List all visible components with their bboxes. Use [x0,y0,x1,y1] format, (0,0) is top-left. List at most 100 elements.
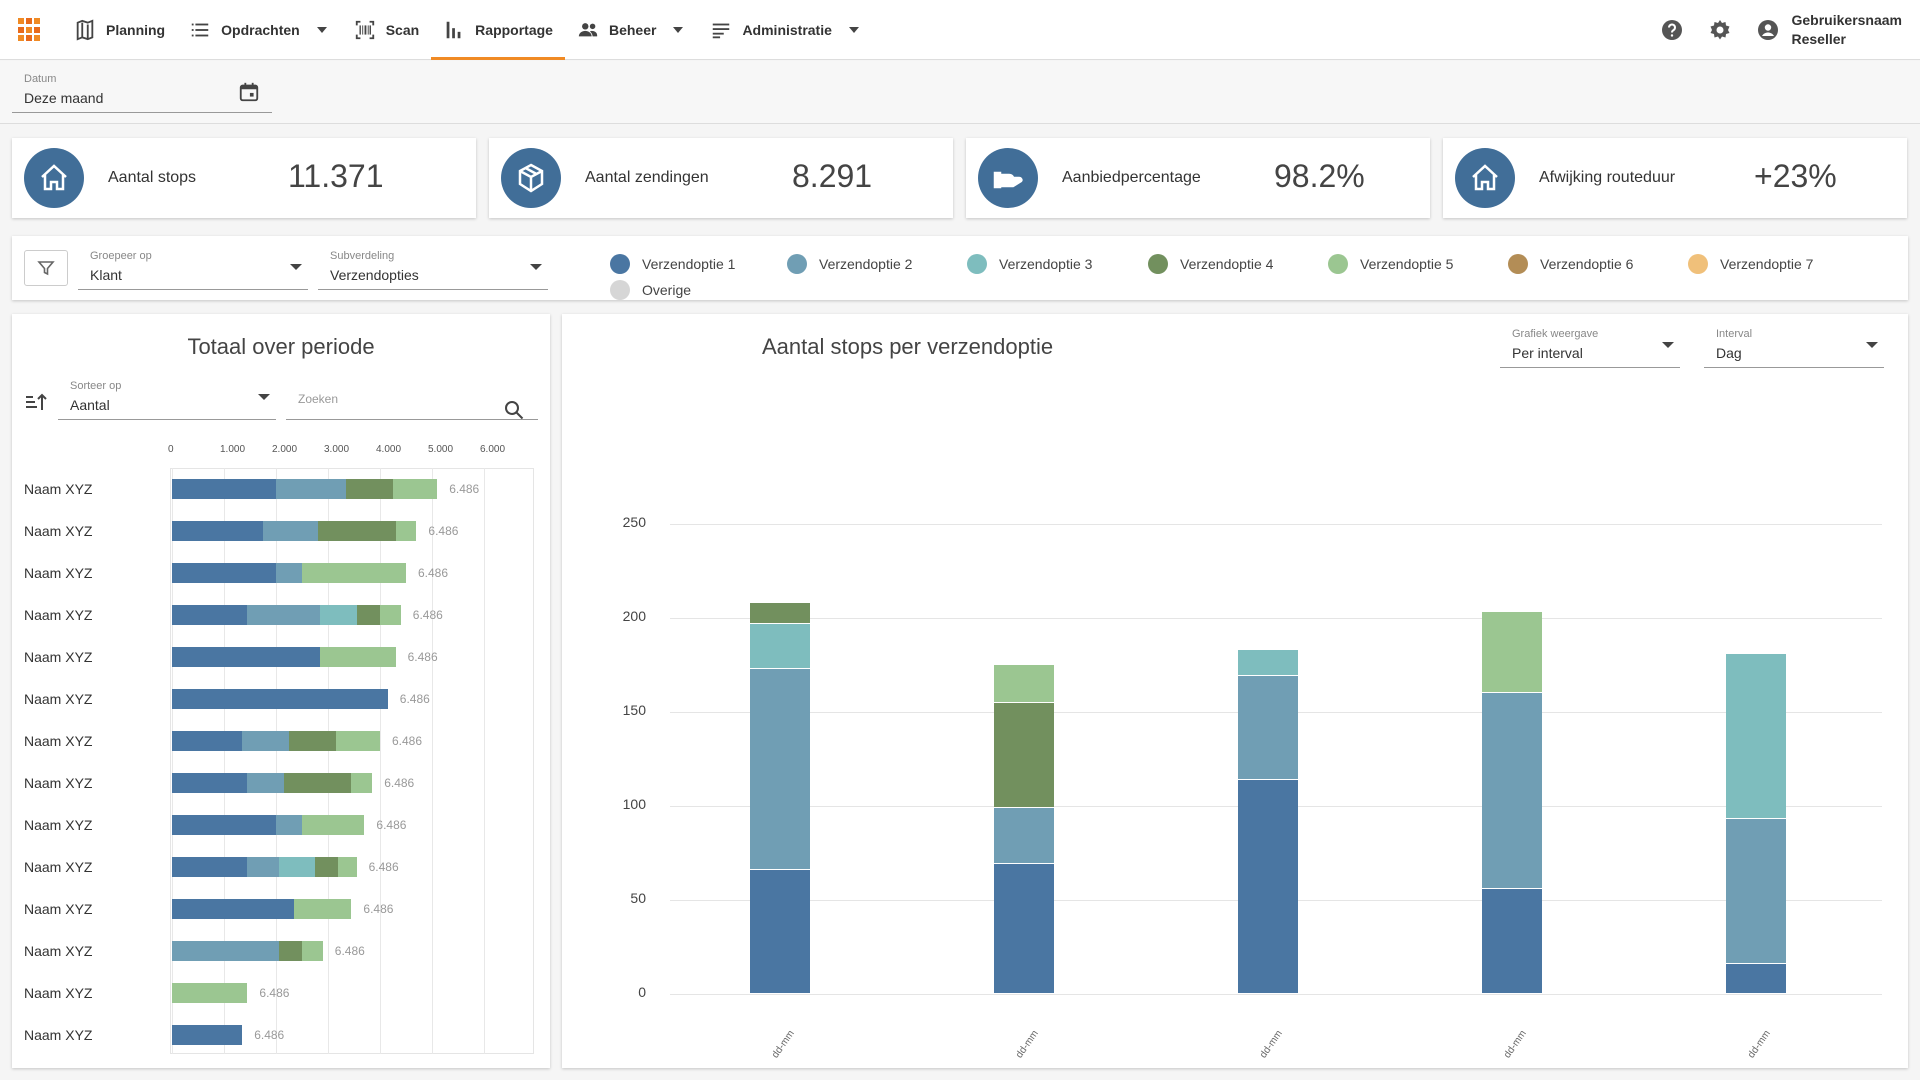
search-icon[interactable] [504,400,524,420]
bar-segment[interactable] [1238,649,1298,676]
bar-segment[interactable] [317,521,396,541]
bar-segment[interactable] [242,731,289,751]
gridline [380,468,381,1054]
account-icon[interactable] [1756,18,1780,42]
bar-segment[interactable] [351,773,373,793]
bar-segment[interactable] [276,815,302,835]
bar-segment[interactable] [278,941,302,961]
bar-segment[interactable] [172,773,248,793]
legend-swatch [610,254,630,274]
legend-item[interactable]: Verzendoptie 3 [967,254,1092,274]
bar-segment[interactable] [1238,779,1298,993]
bar-segment[interactable] [242,941,279,961]
bar-segment[interactable] [994,864,1054,993]
bar-segment[interactable] [276,563,302,583]
kpi-label: Aanbiedpercentage [1062,169,1201,186]
bar-segment[interactable] [1726,653,1786,819]
legend-item[interactable]: Verzendoptie 2 [787,254,912,274]
bar-segment[interactable] [276,479,347,499]
bar-segment[interactable] [172,1025,243,1045]
sort-icon[interactable] [24,390,48,414]
nav-planning[interactable]: Planning [62,0,177,60]
sort-select[interactable]: Sorteer op Aantal [58,380,276,420]
bar-segment[interactable] [172,731,243,751]
bar-segment[interactable] [1238,676,1298,779]
app-logo[interactable] [18,18,42,42]
bar-segment[interactable] [172,605,248,625]
row-label: Naam XYZ [24,691,93,707]
legend-item[interactable]: Verzendoptie 7 [1688,254,1813,274]
bar-segment[interactable] [393,479,438,499]
bar-segment[interactable] [302,941,323,961]
bar-segment[interactable] [247,773,284,793]
legend-item[interactable]: Verzendoptie 4 [1148,254,1273,274]
subdivision-select[interactable]: Subverdeling Verzendopties [318,250,548,290]
chart-view-select[interactable]: Grafiek weergave Per interval [1500,328,1680,368]
date-field[interactable]: Datum Deze maand [12,73,272,113]
bar-segment[interactable] [247,605,321,625]
bar-segment[interactable] [315,857,339,877]
bar-segment[interactable] [356,605,380,625]
bar-segment[interactable] [302,815,365,835]
bar-segment[interactable] [172,815,276,835]
bar-segment[interactable] [172,899,295,919]
top-navigation-bar: Planning Opdrachten Scan Rapportage Behe… [0,0,1920,60]
bar-segment[interactable] [320,605,357,625]
group-by-select[interactable]: Groepeer op Klant [78,250,308,290]
legend-item[interactable]: Verzendoptie 6 [1508,254,1633,274]
house-icon [41,164,67,191]
bar-segment[interactable] [994,702,1054,807]
bar-segment[interactable] [172,521,263,541]
nav-rapportage[interactable]: Rapportage [431,0,565,60]
legend-item[interactable]: Verzendoptie 1 [610,254,735,274]
bar-segment[interactable] [750,602,810,623]
kpi-value: 11.371 [288,158,384,194]
bar-segment[interactable] [320,647,396,667]
bar-segment[interactable] [338,857,357,877]
bar-segment[interactable] [335,731,380,751]
bar-segment[interactable] [247,857,279,877]
bar-segment[interactable] [1482,693,1542,888]
bar-segment[interactable] [172,479,276,499]
interval-select[interactable]: Interval Dag [1704,328,1884,368]
filter-button[interactable] [24,250,68,286]
nav-opdrachten[interactable]: Opdrachten [177,0,342,60]
bar-segment[interactable] [278,857,315,877]
nav-scan[interactable]: Scan [342,0,431,60]
user-info[interactable]: Gebruikersnaam Reseller [1792,11,1903,49]
bar-segment[interactable] [1726,819,1786,963]
chevron-down-icon [316,27,327,33]
bar-segment[interactable] [172,563,276,583]
bar-segment[interactable] [172,941,243,961]
bar-segment[interactable] [263,521,318,541]
bar-segment[interactable] [994,665,1054,702]
bar-segment[interactable] [750,668,810,869]
bar-segment[interactable] [994,807,1054,864]
bar-segment[interactable] [750,623,810,668]
legend-item[interactable]: Overige [610,280,691,300]
bar-segment[interactable] [294,899,352,919]
bar-segment[interactable] [302,563,406,583]
gridline [670,994,1882,995]
bar-segment[interactable] [750,869,810,993]
bar-segment[interactable] [283,773,352,793]
nav-administratie[interactable]: Administratie [698,0,873,60]
bar-segment[interactable] [1726,963,1786,993]
bar-segment[interactable] [395,521,417,541]
bar-value-label: 6.486 [399,692,430,706]
bar-segment[interactable] [1482,888,1542,993]
legend-item[interactable]: Verzendoptie 5 [1328,254,1453,274]
gear-icon[interactable] [1708,18,1732,42]
bar-segment[interactable] [172,647,321,667]
help-icon[interactable] [1660,18,1684,42]
bar-segment[interactable] [380,605,401,625]
nav-beheer[interactable]: Beheer [565,0,698,60]
bar-segment[interactable] [346,479,393,499]
search-field[interactable]: Zoeken [286,380,538,420]
bar-segment[interactable] [172,689,388,709]
bar-segment[interactable] [172,857,248,877]
calendar-icon[interactable] [238,81,260,103]
bar-segment[interactable] [172,983,248,1003]
bar-segment[interactable] [289,731,336,751]
bar-segment[interactable] [1482,612,1542,693]
